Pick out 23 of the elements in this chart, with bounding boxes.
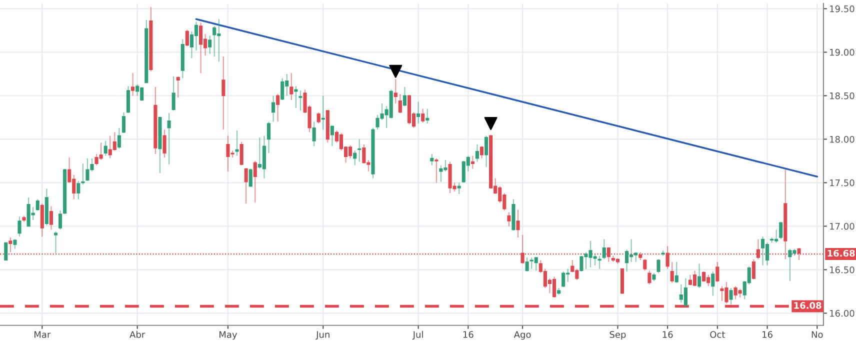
x-tick-label: Ago	[514, 331, 531, 340]
x-tick-label: 16	[463, 331, 474, 338]
x-tick-label: 16	[762, 331, 772, 338]
y-tick-label: 17.00	[830, 222, 854, 230]
ref-line-label: 16.68	[828, 250, 855, 257]
y-tick-label: 18.50	[830, 92, 854, 100]
x-tick-label: Sep	[610, 331, 626, 340]
x-tick-label: No	[812, 331, 823, 338]
x-tick-label: Jul	[412, 330, 423, 340]
y-tick-label: 16.00	[830, 310, 854, 317]
x-tick-label: 16	[662, 331, 673, 338]
candlestick	[4, 242, 8, 261]
x-tick-label: Jun	[316, 331, 330, 340]
x-tick-label: Mar	[34, 331, 51, 338]
ref-line-label: 16.08	[794, 302, 822, 309]
x-tick-label: Oct	[710, 331, 726, 338]
y-tick-label: 18.00	[830, 136, 854, 143]
x-tick-label: Abr	[130, 330, 146, 338]
x-tick-label: May	[220, 331, 238, 340]
y-tick-label: 16.50	[830, 266, 854, 274]
y-tick-label: 17.50	[830, 179, 854, 186]
y-tick-label: 19.50	[830, 5, 854, 12]
y-tick-label: 19.00	[830, 48, 854, 56]
